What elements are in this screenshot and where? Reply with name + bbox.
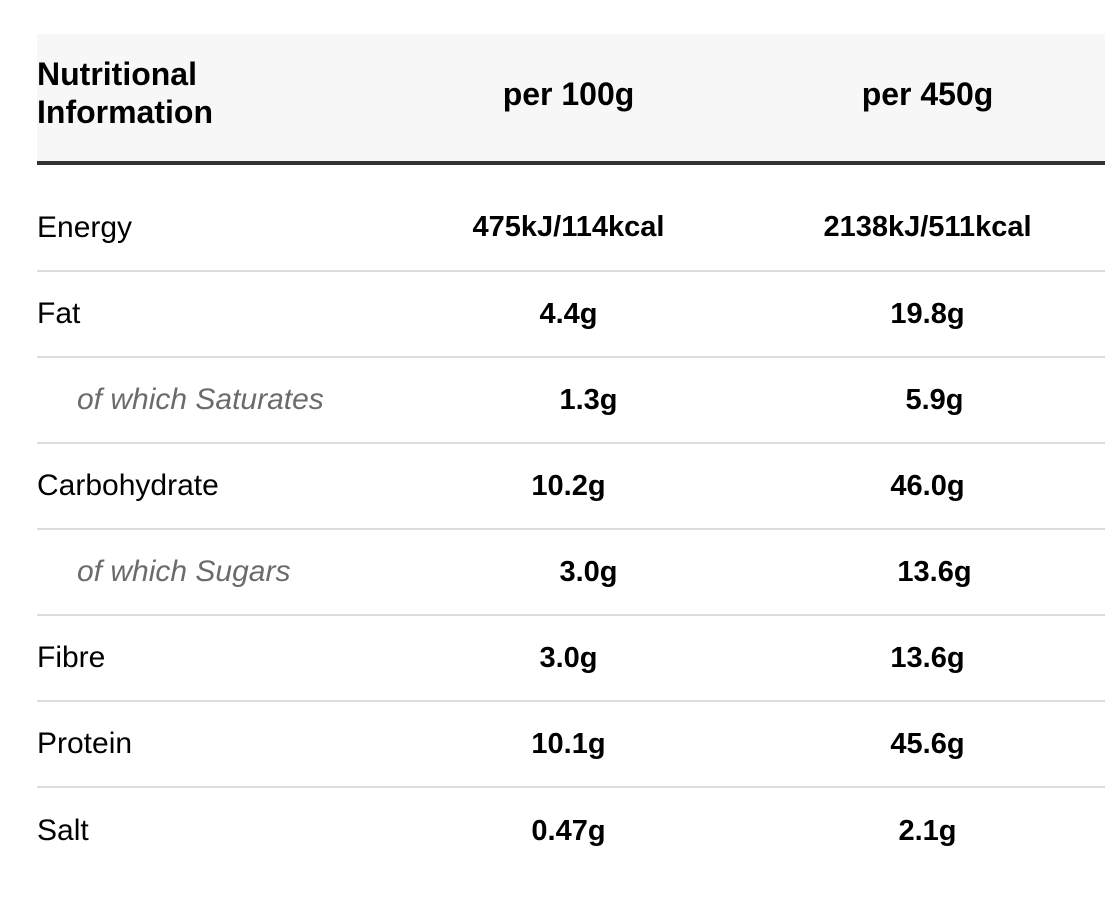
row-label: Salt — [37, 814, 89, 847]
value-per-100g: 0.47g — [531, 814, 606, 847]
column-header-per-450g: per 450g — [861, 76, 994, 112]
table-row: Protein 10.1g 45.6g — [37, 702, 1105, 788]
row-label-sub: of which Saturates — [77, 383, 324, 416]
value-per-450g: 46.0g — [890, 469, 965, 502]
row-label: Fat — [37, 297, 81, 330]
value-per-450g: 2138kJ/511kcal — [823, 211, 1032, 243]
value-per-100g: 475kJ/114kcal — [472, 211, 665, 243]
table-row: Salt 0.47g 2.1g — [37, 788, 1105, 874]
table-row: of which Sugars 3.0g 13.6g — [37, 530, 1105, 616]
header-label-line1: Nutritional — [37, 55, 197, 92]
value-per-100g: 10.2g — [531, 469, 606, 502]
nutrition-table: Nutritional Information per 100g per 450… — [37, 34, 1105, 874]
row-label-sub: of which Sugars — [77, 555, 291, 588]
row-label: Energy — [37, 210, 133, 244]
row-label: Carbohydrate — [37, 469, 219, 502]
value-per-450g: 45.6g — [890, 727, 965, 760]
header-label-line2: Information — [37, 93, 213, 130]
header-label: Nutritional Information — [37, 56, 387, 140]
value-per-450g: 5.9g — [905, 383, 964, 416]
value-per-100g: 3.0g — [559, 555, 618, 588]
value-per-450g: 13.6g — [897, 555, 972, 588]
table-row: of which Saturates 1.3g 5.9g — [37, 358, 1105, 444]
table-row: Fibre 3.0g 13.6g — [37, 616, 1105, 702]
row-label: Protein — [37, 727, 133, 760]
table-row: Energy 475kJ/114kcal 2138kJ/511kcal — [37, 165, 1105, 272]
value-per-450g: 2.1g — [898, 814, 957, 847]
value-per-450g: 19.8g — [890, 297, 965, 330]
value-per-100g: 3.0g — [539, 641, 598, 674]
value-per-450g: 13.6g — [890, 641, 965, 674]
column-header-per-100g: per 100g — [502, 76, 635, 112]
row-label: Fibre — [37, 641, 106, 674]
table-header: Nutritional Information per 100g per 450… — [37, 34, 1105, 165]
value-per-100g: 1.3g — [559, 383, 618, 416]
value-per-100g: 4.4g — [539, 297, 598, 330]
value-per-100g: 10.1g — [531, 727, 606, 760]
table-row: Carbohydrate 10.2g 46.0g — [37, 444, 1105, 530]
table-row: Fat 4.4g 19.8g — [37, 272, 1105, 358]
